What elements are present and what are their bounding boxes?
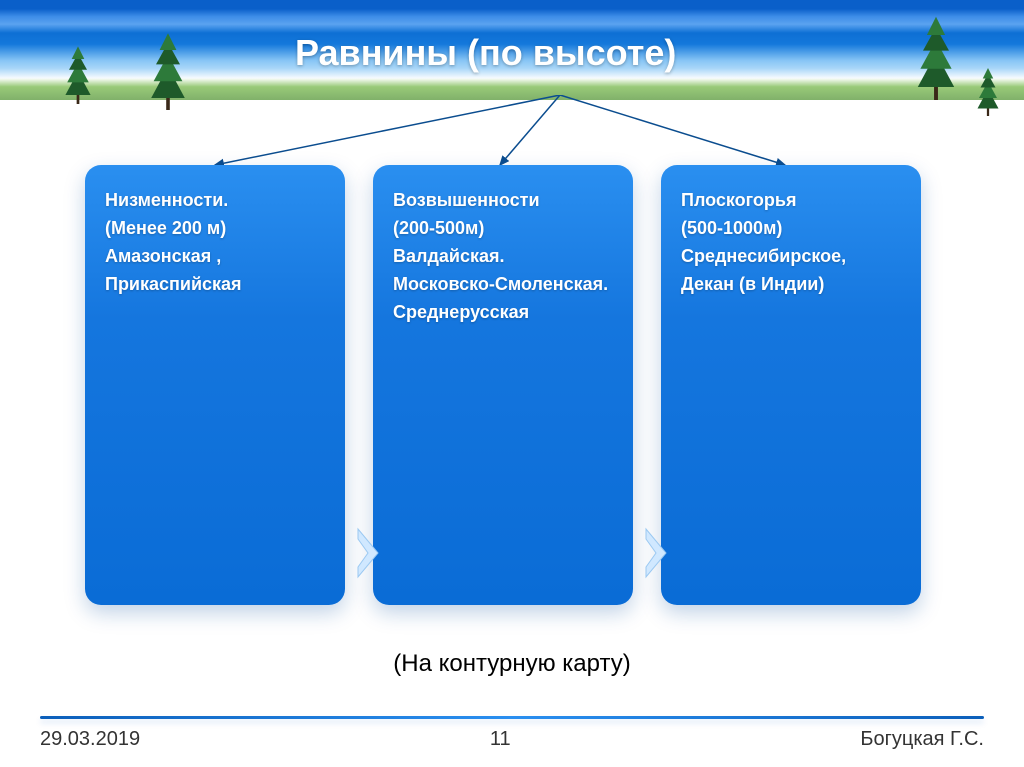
card-line: Московско-Смоленская. [393, 271, 613, 299]
tree-icon [975, 64, 1002, 117]
card-line: Декан (в Индии) [681, 271, 901, 299]
card-line: (Менее 200 м) [105, 215, 325, 243]
card-line: (500-1000м) [681, 215, 901, 243]
card-line: Амазонская , [105, 243, 325, 271]
tree-icon [146, 26, 189, 110]
tree-icon [62, 41, 94, 104]
card-line: Среднесибирское, [681, 243, 901, 271]
footer-page: 11 [490, 728, 511, 751]
cards-row: Низменности.(Менее 200 м)Амазонская ,При… [85, 165, 921, 605]
category-card: Низменности.(Менее 200 м)Амазонская ,При… [85, 165, 345, 605]
slide-title: Равнины (по высоте) [295, 32, 676, 74]
card-line: Возвышенности [393, 187, 613, 215]
footer-date: 29.03.2019 [40, 728, 140, 751]
connector-chevron-icon [642, 523, 680, 583]
card-line: Плоскогорья [681, 187, 901, 215]
category-card: Возвышенности(200-500м)Валдайская.Москов… [373, 165, 633, 605]
category-card: Плоскогорья(500-1000м)Среднесибирское,Де… [661, 165, 921, 605]
tree-icon [913, 9, 960, 100]
footer-author: Богуцкая Г.С. [860, 728, 984, 751]
footer-divider [40, 716, 984, 719]
card-line: Среднерусская [393, 299, 613, 327]
card-line: Валдайская. [393, 243, 613, 271]
connector-chevron-icon [354, 523, 392, 583]
card-line: Прикаспийская [105, 271, 325, 299]
card-line: Низменности. [105, 187, 325, 215]
caption-text: (На контурную карту) [0, 650, 1024, 678]
card-line: (200-500м) [393, 215, 613, 243]
footer: 29.03.2019 11 Богуцкая Г.С. [40, 728, 984, 751]
